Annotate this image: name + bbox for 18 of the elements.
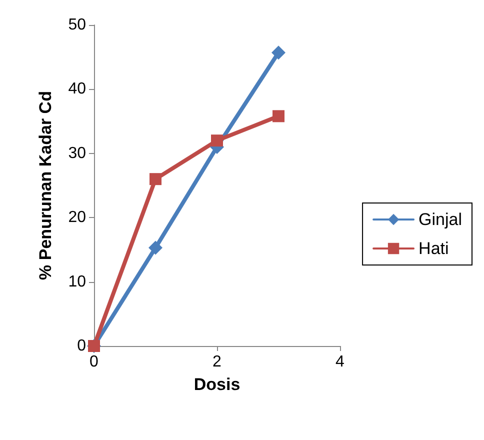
y-tick-label: 0 <box>77 338 86 354</box>
point <box>150 173 162 186</box>
y-axis-title: % Penurunan Kadar Cd <box>36 91 55 280</box>
x-tick-label: 0 <box>90 354 99 370</box>
point <box>272 110 284 122</box>
y-tick-label: 30 <box>68 144 86 162</box>
y-tick-label: 10 <box>68 273 86 290</box>
y-tick-label: 50 <box>68 16 86 34</box>
x-axis-title: Dosis <box>194 375 240 394</box>
legend-label: Hati <box>418 239 449 258</box>
point <box>148 240 162 255</box>
y-tick-label: 20 <box>68 209 86 226</box>
legend-label: Ginjal <box>418 210 462 229</box>
point <box>211 134 223 147</box>
x-tick-label: 4 <box>336 354 345 370</box>
point <box>272 46 286 60</box>
x-tick-label: 2 <box>212 354 222 370</box>
y-tick-label: 40 <box>68 80 86 98</box>
